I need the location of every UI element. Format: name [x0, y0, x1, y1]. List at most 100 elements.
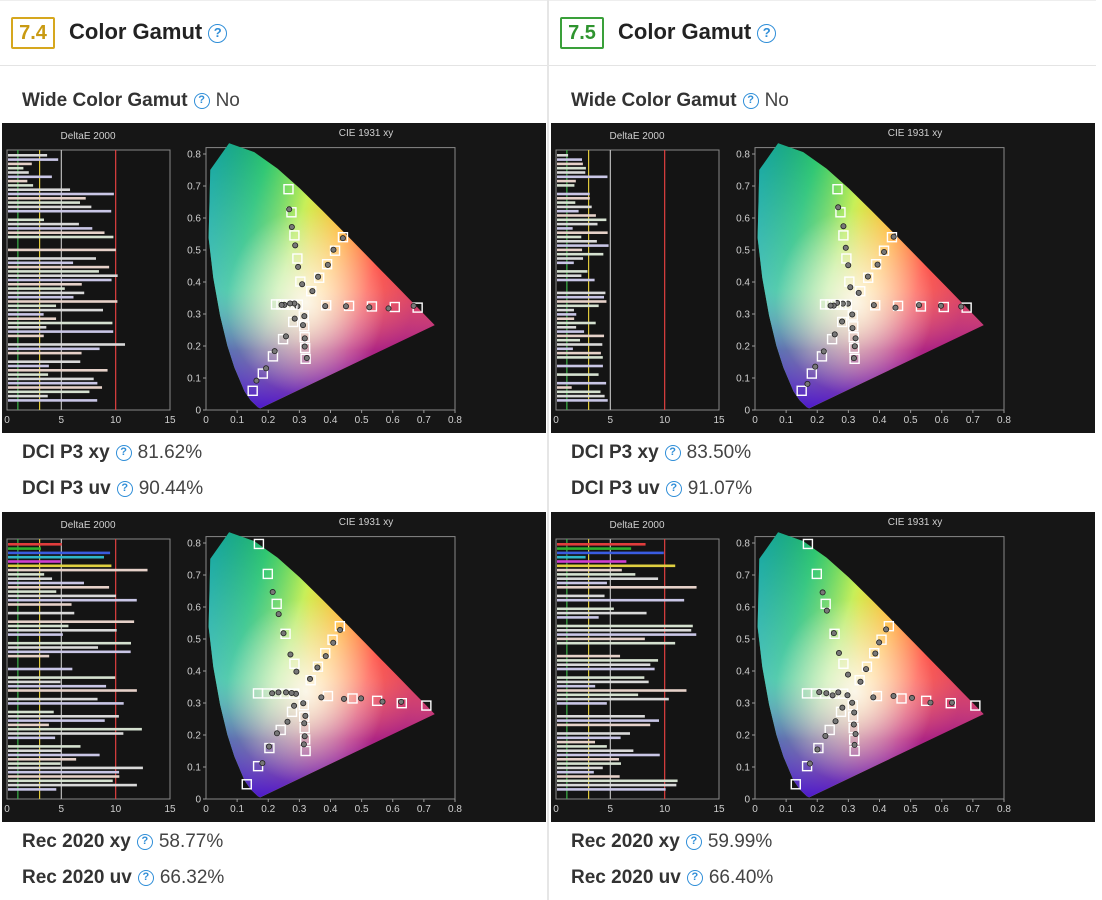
rec2020-gamut-screenshot: DeltaE 2000 0 5 10 15 CIE 1931 xy 0 0.1 0.2 0.3 0.…	[2, 512, 546, 822]
cie-measured-point	[845, 262, 852, 269]
help-icon[interactable]: ?	[115, 444, 132, 461]
cie-x-tick-label: 0.7	[966, 415, 980, 426]
cie-measured-point	[822, 732, 829, 739]
cie-measured-point	[278, 301, 285, 308]
deltae-bar	[557, 326, 577, 329]
deltae-title: DeltaE 2000	[609, 520, 664, 531]
cie-measured-point	[851, 709, 858, 716]
deltae-bar	[557, 175, 608, 179]
deltae-bar	[557, 641, 676, 645]
cie-target-square	[337, 231, 349, 243]
cie-measured-point	[358, 695, 365, 702]
deltae-bar	[8, 547, 41, 550]
deltae-bar	[557, 719, 660, 722]
deltae-bar	[8, 581, 84, 585]
deltae-bar	[557, 338, 581, 342]
deltae-bar	[557, 611, 647, 615]
rec2020-xy-value: 59.99%	[707, 831, 773, 852]
help-icon[interactable]: ?	[208, 23, 228, 43]
deltae-bar	[8, 564, 112, 568]
help-icon[interactable]: ?	[116, 480, 133, 497]
deltae-bar	[8, 586, 110, 589]
deltae-bar	[8, 278, 112, 282]
help-icon[interactable]: ?	[742, 92, 759, 109]
deltae-tick-label: 0	[4, 415, 10, 426]
deltae-bar	[8, 788, 57, 791]
cie-measured-point	[830, 630, 837, 637]
cie-x-tick-label: 0.3	[292, 415, 306, 426]
deltae-bar	[8, 308, 104, 312]
cie-measured-point	[847, 284, 854, 291]
cie-measured-point	[845, 671, 852, 678]
cie-x-tick-label: 0.1	[230, 415, 244, 426]
cie-x-tick-label: 0.8	[448, 415, 462, 426]
cie-measured-point	[870, 694, 877, 701]
deltae-tick-label: 0	[553, 804, 559, 815]
cie-y-tick-label: 0.2	[187, 731, 201, 742]
help-icon[interactable]: ?	[193, 92, 210, 109]
deltae-bar	[8, 287, 65, 290]
deltae-bar	[8, 175, 52, 179]
cie-measured-point	[398, 698, 405, 705]
section-title-text: Color Gamut	[618, 19, 752, 44]
cie-measured-point	[301, 335, 308, 342]
help-icon[interactable]: ?	[136, 833, 153, 850]
panel-left: 7.4 Color Gamut? Wide Color Gamut? No Del…	[0, 0, 548, 900]
help-icon[interactable]: ?	[665, 480, 682, 497]
cie-measured-point	[820, 348, 827, 355]
cie-target-square	[790, 779, 801, 790]
cie-target-square	[241, 779, 252, 790]
dci-p3-xy-label: DCI P3 xy	[571, 442, 659, 463]
deltae-bar	[557, 197, 590, 200]
deltae-bar	[557, 214, 596, 217]
cie-measured-point	[280, 630, 287, 637]
help-icon[interactable]: ?	[686, 869, 703, 886]
deltae-bar	[8, 560, 61, 563]
cie-y-tick-label: 0.4	[187, 667, 201, 678]
cie-measured-point	[300, 700, 307, 707]
deltae-bar	[8, 762, 61, 765]
cie-x-tick-label: 0.6	[386, 804, 400, 815]
cie-x-tick-label: 0.1	[779, 804, 793, 815]
deltae-bar	[8, 719, 105, 722]
deltae-bar	[557, 201, 576, 204]
metric-row: DCI P3 uv? 91.07%	[571, 478, 752, 500]
cie-target-square	[252, 688, 264, 699]
deltae-bar	[557, 373, 599, 376]
deltae-bar	[8, 248, 116, 252]
cie-x-tick-label: 0.4	[873, 804, 887, 815]
cie-x-tick-label: 0.7	[966, 804, 980, 815]
cie-measured-point	[835, 689, 842, 696]
deltae-bar	[557, 624, 693, 628]
deltae-bar	[557, 278, 595, 282]
deltae-bar	[557, 317, 575, 320]
cie-measured-point	[823, 690, 830, 697]
deltae-bar	[557, 240, 597, 243]
cie-measured-point	[937, 302, 944, 309]
help-icon[interactable]: ?	[685, 833, 702, 850]
deltae-bar	[8, 620, 135, 623]
deltae-bar	[8, 745, 81, 748]
deltae-bar	[8, 654, 50, 658]
deltae-bar	[557, 749, 634, 752]
deltae-bar	[8, 351, 82, 355]
deltae-title: DeltaE 2000	[609, 131, 664, 142]
deltae-bar	[8, 261, 74, 265]
deltae-bar	[557, 586, 697, 589]
deltae-bar	[557, 248, 583, 252]
help-icon[interactable]: ?	[757, 23, 777, 43]
deltae-bar	[8, 265, 110, 269]
deltae-bar	[557, 162, 583, 166]
deltae-bar	[8, 291, 85, 295]
deltae-bar	[557, 689, 687, 692]
deltae-bar	[8, 373, 49, 376]
deltae-bar	[557, 270, 588, 273]
help-icon[interactable]: ?	[664, 444, 681, 461]
deltae-bar	[557, 680, 649, 684]
cie-x-tick-label: 0.5	[904, 415, 918, 426]
cie-measured-point	[259, 760, 266, 767]
cie-target-square	[275, 724, 286, 736]
cie-measured-point	[814, 746, 821, 753]
cie-measured-point	[301, 343, 308, 350]
help-icon[interactable]: ?	[137, 869, 154, 886]
